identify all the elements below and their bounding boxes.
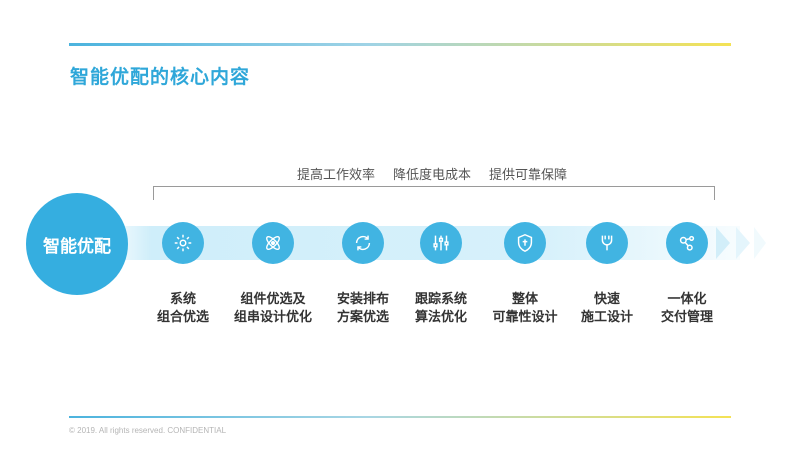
- step-node-7: [666, 222, 708, 264]
- step-label-5-line1: 整体: [511, 292, 538, 307]
- sliders-icon: [433, 235, 449, 251]
- step-node-4: [420, 222, 462, 264]
- step-label-1-line1: 系统: [169, 292, 196, 307]
- top-rule: [69, 43, 731, 46]
- step-node-6: [586, 222, 628, 264]
- goals-row: 提高工作效率 降低度电成本 提供可靠保障: [297, 164, 567, 183]
- step-label-4-line2: 算法优化: [414, 310, 467, 325]
- step-label-7-line1: 一体化: [667, 292, 707, 307]
- step-label-5-line2: 可靠性设计: [492, 310, 558, 325]
- step-label-7: 一体化 交付管理: [632, 291, 742, 327]
- atom-icon: [266, 236, 280, 250]
- step-label-3: 安装排布 方案优选: [308, 291, 418, 327]
- goals-bracket: [153, 186, 715, 200]
- step-label-2-line2: 组串设计优化: [233, 310, 312, 325]
- gear-icon: [174, 234, 192, 252]
- shield-icon: [517, 233, 533, 253]
- step-label-7-line2: 交付管理: [660, 310, 713, 325]
- band-chevron-3: [754, 227, 766, 259]
- goal-efficiency: 提高工作效率: [297, 168, 376, 183]
- band-chevron-2: [736, 227, 750, 259]
- step-label-4-line1: 跟踪系统: [414, 292, 467, 307]
- step-label-3-line1: 安装排布: [336, 292, 389, 307]
- goal-cost: 降低度电成本: [393, 168, 472, 183]
- step-node-5: [504, 222, 546, 264]
- goal-reliability: 提供可靠保障: [489, 168, 568, 183]
- hub-circle: 智能优配: [26, 193, 128, 295]
- step-label-2-line1: 组件优选及: [240, 292, 306, 307]
- step-label-3-line2: 方案优选: [336, 310, 389, 325]
- refresh-cycle-icon: [355, 235, 371, 251]
- wrench-icon: [601, 235, 613, 251]
- footer-copyright: © 2019. All rights reserved. CONFIDENTIA…: [69, 426, 227, 435]
- step-node-3: [342, 222, 384, 264]
- step-label-1-line2: 组合优选: [156, 310, 209, 325]
- step-node-1: [162, 222, 204, 264]
- step-label-6: 快速 施工设计: [552, 291, 662, 327]
- network-nodes-icon: [679, 235, 695, 251]
- step-label-5: 整体 可靠性设计: [470, 291, 580, 327]
- bottom-rule: [69, 416, 731, 418]
- hub-label: 智能优配: [43, 236, 111, 257]
- band-chevron-1: [716, 227, 730, 259]
- step-label-2: 组件优选及 组串设计优化: [218, 291, 328, 327]
- step-label-1: 系统 组合优选: [128, 291, 238, 327]
- step-label-4: 跟踪系统 算法优化: [386, 291, 496, 327]
- step-node-2: [252, 222, 294, 264]
- step-label-6-line2: 施工设计: [580, 310, 633, 325]
- step-label-6-line1: 快速: [593, 292, 620, 307]
- page-title: 智能优配的核心内容: [70, 66, 251, 88]
